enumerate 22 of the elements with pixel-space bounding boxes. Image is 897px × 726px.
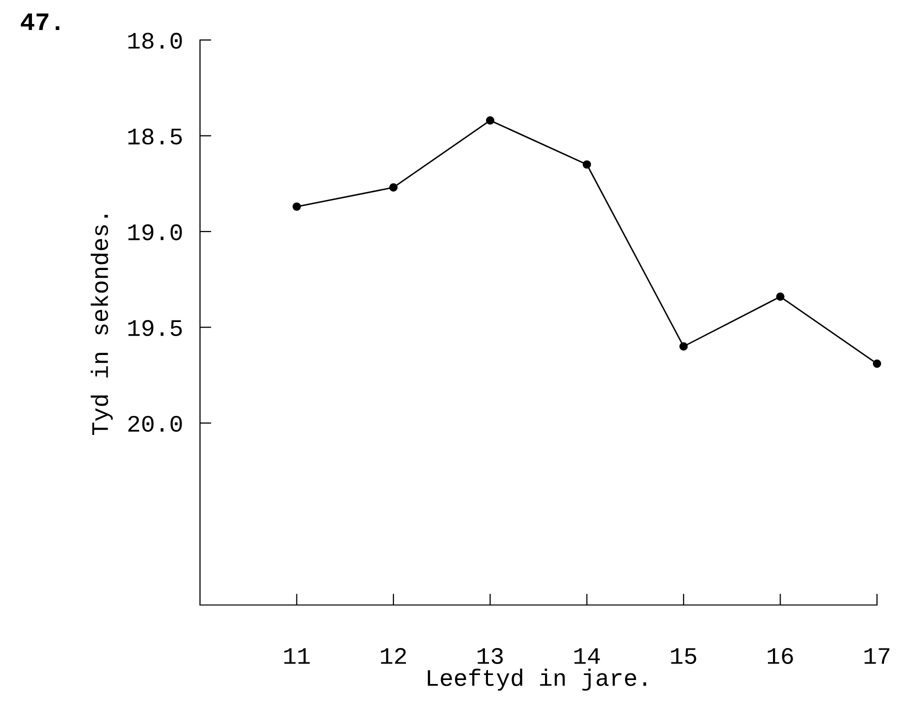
x-tick-label: 14 xyxy=(574,648,600,664)
y-tick-label: 18.0 xyxy=(128,32,182,49)
x-tick-label: 17 xyxy=(864,648,890,664)
y-tick-label: 20.0 xyxy=(128,416,182,432)
x-tick-label: 12 xyxy=(380,648,406,664)
y-tick-label: 19.5 xyxy=(128,320,182,336)
x-tick-label: 15 xyxy=(671,648,696,664)
x-tick-label: 13 xyxy=(478,648,503,664)
point xyxy=(389,183,398,192)
y-axis-title: Tyd in sekondes. xyxy=(90,214,113,435)
chart-title: 47. xyxy=(20,14,60,30)
point xyxy=(776,292,784,301)
point xyxy=(486,116,494,125)
x-tick-label: 11 xyxy=(284,648,310,664)
y-tick-label: 18.5 xyxy=(128,128,182,145)
x-tick-label: 16 xyxy=(768,648,793,664)
point xyxy=(679,342,688,351)
point xyxy=(872,360,882,368)
point xyxy=(292,202,301,211)
x-axis-title: Leeftyd in jare. xyxy=(428,668,646,691)
y-tick-label: 19.0 xyxy=(128,224,182,240)
point xyxy=(582,160,592,169)
